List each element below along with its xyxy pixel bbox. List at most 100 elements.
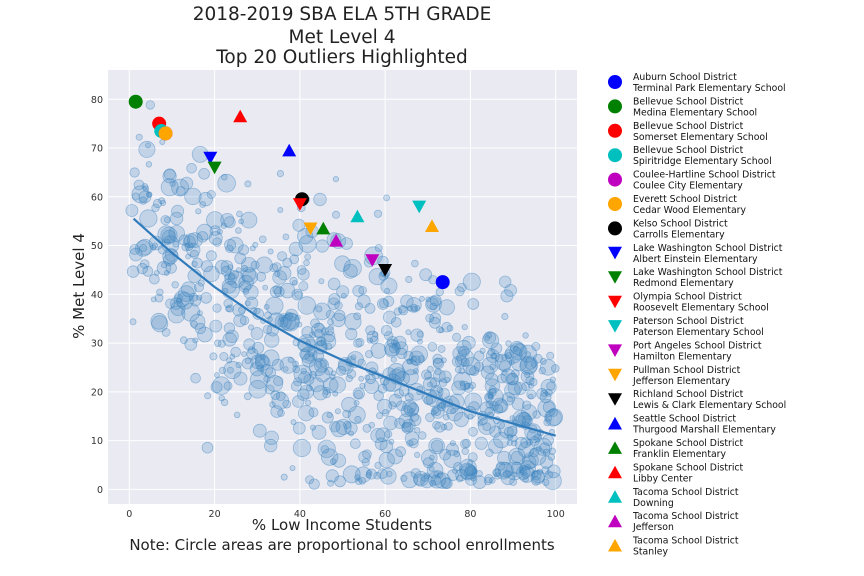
school-point	[297, 388, 310, 401]
school-point	[340, 292, 347, 299]
school-point	[397, 304, 407, 314]
school-point	[342, 465, 361, 484]
legend-marker-circle	[608, 148, 622, 163]
school-point	[413, 473, 426, 486]
school-point	[456, 349, 475, 367]
school-point	[510, 340, 524, 355]
school-point	[264, 311, 272, 320]
school-point	[219, 351, 229, 361]
school-point	[209, 352, 218, 361]
school-point	[332, 390, 339, 397]
school-point	[423, 371, 433, 380]
school-point	[138, 196, 148, 205]
school-point	[481, 356, 499, 374]
school-point	[518, 412, 532, 426]
school-point	[364, 302, 376, 314]
outlier-marker-triangle-up	[282, 143, 297, 157]
school-point	[467, 452, 478, 463]
school-points	[125, 100, 564, 491]
school-point	[484, 392, 494, 402]
school-point	[316, 336, 327, 347]
school-point	[426, 297, 439, 310]
school-point	[309, 370, 317, 379]
school-point	[483, 476, 493, 486]
school-point	[531, 476, 541, 486]
legend-marker-triangle-down	[608, 295, 622, 309]
school-point	[303, 373, 315, 385]
school-point	[238, 274, 254, 291]
school-point	[361, 458, 370, 467]
school-point	[459, 380, 470, 391]
school-point	[438, 387, 450, 400]
school-point	[262, 284, 269, 291]
school-point	[365, 373, 376, 385]
school-point	[488, 438, 504, 454]
school-point	[163, 168, 176, 181]
school-point	[384, 287, 391, 294]
school-point	[463, 382, 471, 390]
school-point	[324, 342, 333, 351]
school-point	[375, 412, 383, 420]
school-point	[500, 289, 514, 303]
school-point	[181, 242, 190, 252]
school-point	[235, 227, 242, 234]
school-point	[293, 364, 312, 384]
legend-school: Carrolls Elementary	[633, 229, 725, 240]
school-point	[542, 448, 551, 457]
school-point	[429, 377, 441, 388]
school-point	[213, 339, 222, 347]
legend-school: Coulee City Elementary	[633, 181, 743, 192]
school-point	[510, 439, 518, 447]
school-point	[178, 234, 191, 246]
school-point	[471, 468, 478, 475]
legend-district: Port Angeles School District	[633, 340, 762, 351]
school-point	[292, 218, 306, 232]
school-point	[294, 290, 303, 299]
school-point	[524, 351, 532, 358]
school-point	[376, 297, 389, 310]
school-point	[250, 327, 264, 340]
school-point	[296, 265, 307, 275]
school-point	[150, 244, 157, 251]
school-point	[320, 327, 329, 336]
school-point	[220, 212, 235, 227]
school-point	[298, 234, 317, 253]
school-point	[505, 340, 512, 347]
school-point	[275, 391, 286, 402]
y-tick-label: 30	[91, 339, 103, 350]
school-point	[305, 384, 313, 392]
school-point	[299, 348, 311, 360]
school-point	[400, 474, 408, 482]
school-point	[353, 399, 360, 406]
school-point	[193, 282, 204, 293]
outlier-marker-triangle-up	[350, 209, 365, 223]
school-point	[186, 242, 201, 258]
school-point	[489, 363, 496, 371]
school-point	[292, 395, 305, 408]
school-point	[479, 347, 486, 354]
legend-marker-circle	[608, 172, 622, 187]
school-point	[438, 327, 445, 334]
legend-district: Seattle School District	[633, 414, 736, 425]
school-point	[373, 209, 383, 218]
school-point	[252, 241, 259, 248]
school-point	[544, 409, 562, 427]
outlier-marker-triangle-down	[292, 198, 307, 211]
school-point	[277, 206, 284, 213]
school-point	[477, 420, 484, 427]
school-point	[506, 439, 513, 446]
school-point	[334, 255, 351, 272]
school-point	[336, 285, 350, 299]
school-point	[484, 334, 491, 341]
school-point	[511, 471, 518, 478]
school-point	[129, 318, 137, 326]
school-point	[487, 391, 494, 398]
school-point	[379, 299, 389, 309]
school-point	[529, 377, 538, 387]
school-point	[515, 411, 532, 429]
school-point	[297, 296, 317, 315]
legend-school: Thurgood Marshall Elementary	[632, 425, 776, 436]
school-point	[248, 379, 268, 399]
